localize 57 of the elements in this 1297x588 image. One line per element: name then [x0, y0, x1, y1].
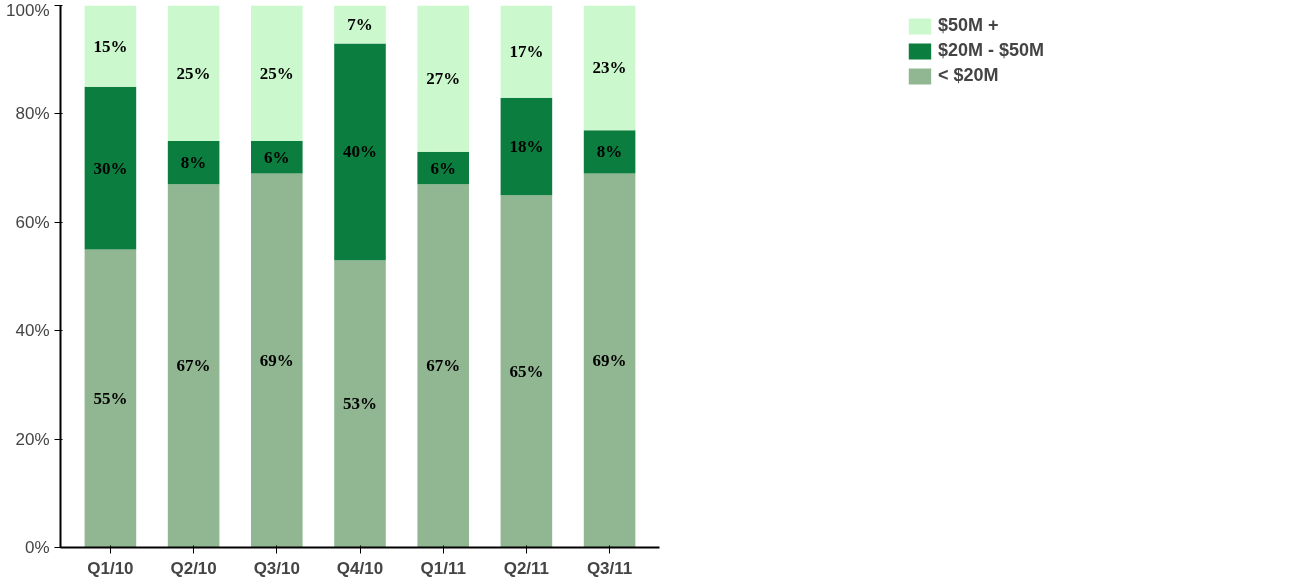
data-label: 17%: [509, 42, 544, 62]
y-tick-label: 100%: [6, 0, 50, 20]
data-label: 25%: [176, 63, 211, 83]
x-tick-label: Q3/11: [586, 558, 633, 578]
x-tick-label: Q4/10: [336, 558, 384, 578]
data-label: 7%: [347, 14, 373, 34]
data-label: 8%: [180, 153, 207, 173]
bar: [500, 5, 553, 98]
data-label: 30%: [93, 158, 128, 178]
data-label: 23%: [592, 58, 627, 78]
data-label: 69%: [592, 351, 627, 371]
data-label: 53%: [343, 394, 377, 414]
legend-label: $50M +: [937, 15, 999, 36]
bar: [500, 97, 553, 196]
bar: [167, 184, 220, 548]
bar: [583, 5, 636, 131]
bar: [417, 184, 469, 548]
bar: [251, 141, 303, 174]
data-label: 65%: [509, 361, 544, 381]
data-label: 40%: [343, 142, 377, 162]
legend-label: $20M - $50M: [937, 40, 1045, 61]
data-label: 18%: [509, 136, 544, 156]
bar: [251, 173, 303, 548]
x-tick-label: Q3/10: [253, 558, 300, 578]
x-tick-label: Q2/11: [503, 558, 550, 578]
data-label: 27%: [426, 69, 461, 89]
bar: [167, 141, 220, 185]
bar: [84, 86, 137, 250]
data-label: 67%: [176, 356, 211, 376]
bar: [500, 195, 553, 548]
data-label: 25%: [259, 63, 294, 83]
data-label: 67%: [426, 356, 461, 376]
bar: [84, 5, 137, 87]
bar: [583, 130, 636, 174]
y-tick-label: 60%: [15, 212, 50, 232]
x-tick-label: Q1/11: [420, 558, 466, 578]
x-tick-label: Q1/10: [87, 558, 134, 578]
x-tick-label: Q2/10: [170, 558, 217, 578]
data-label: 8%: [596, 142, 623, 162]
legend-label: < $20M: [937, 65, 999, 86]
bar: [84, 249, 137, 548]
data-label: 6%: [264, 147, 290, 167]
y-tick-label: 20%: [15, 429, 50, 449]
y-tick-label: 0%: [24, 538, 50, 557]
bar: [167, 5, 220, 141]
bar: [334, 43, 386, 261]
bar: [583, 173, 636, 548]
data-label: 55%: [93, 388, 128, 408]
data-label: 69%: [259, 351, 294, 371]
y-tick-label: 40%: [15, 321, 50, 341]
bar: [417, 5, 469, 152]
bar: [251, 5, 303, 141]
data-label: 6%: [430, 158, 456, 178]
y-tick-label: 80%: [15, 104, 50, 124]
bar: [334, 260, 386, 548]
bar: [334, 5, 386, 44]
data-label: 15%: [93, 36, 128, 56]
